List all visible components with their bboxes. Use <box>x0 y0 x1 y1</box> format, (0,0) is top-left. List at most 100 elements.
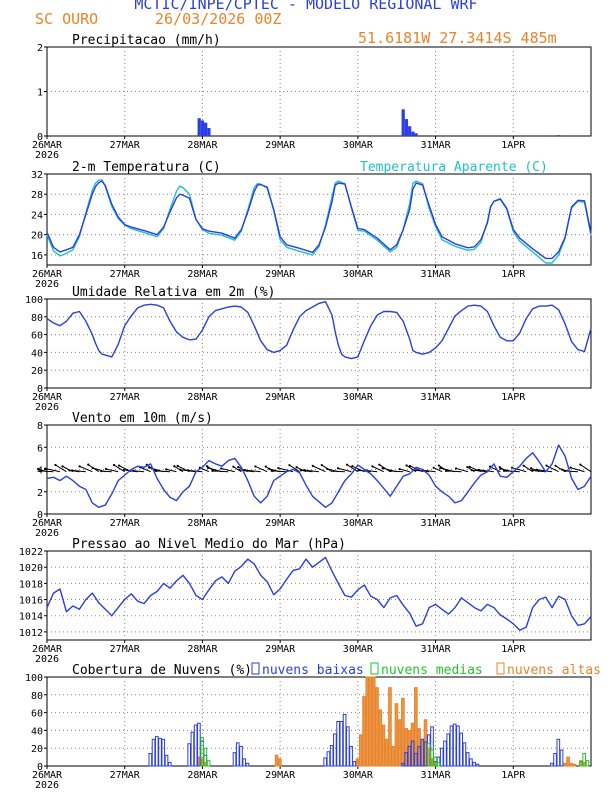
low-cloud-bar <box>472 761 476 767</box>
temperature-title: 2-m Temperatura (C) <box>72 160 221 175</box>
pressure-panel <box>44 550 592 643</box>
wind-vector-head <box>268 467 271 470</box>
wind-xtick-label: 28MAR <box>187 518 218 529</box>
wind-vector-head <box>336 467 340 470</box>
low-cloud-bar <box>553 753 557 767</box>
wind-vector-head <box>408 464 412 468</box>
precip-xtick-label: 28MAR <box>187 140 218 151</box>
humidity-ytick-label: 60 <box>31 331 43 342</box>
wind-vector <box>312 465 326 473</box>
wind-vector <box>300 469 313 473</box>
low-cloud-bar <box>158 737 162 767</box>
wind-vector <box>289 464 300 473</box>
pressure-xtick-label: 31MAR <box>421 644 452 655</box>
precip-bar <box>408 126 412 136</box>
low-cloud-bar <box>465 752 470 767</box>
precip-title: Precipitacao (mm/h) <box>72 33 221 48</box>
wind-vector-head <box>437 464 441 467</box>
precip-bar <box>204 122 208 136</box>
temperature-xtick-label: 31MAR <box>421 269 452 280</box>
precip-xtick-label: 29MAR <box>265 140 296 151</box>
wind-vector-head <box>122 468 126 472</box>
humidity-ytick-label: 80 <box>31 313 43 324</box>
low-cloud-bar <box>245 762 250 767</box>
wind-vector <box>166 468 177 473</box>
wind-vector <box>478 469 494 473</box>
high-cloud-bar <box>375 687 379 767</box>
mid-cloud-bar <box>433 756 438 767</box>
wind-vector-head <box>211 469 214 472</box>
wind-xtick-label: 30MAR <box>343 518 374 529</box>
humidity-ytick-label: 100 <box>25 295 43 306</box>
wind-vector <box>358 469 371 473</box>
clouds-ytick-label: 60 <box>31 709 43 720</box>
wind-vector <box>372 465 384 473</box>
wind-vector-head <box>237 466 240 469</box>
humidity-title: Umidade Relativa em 2m (%) <box>72 285 276 300</box>
low-cloud-bar <box>550 762 554 767</box>
wind-vector-head <box>264 465 267 468</box>
cloud-legend-swatch <box>251 662 260 675</box>
high-cloud-bar <box>384 738 389 767</box>
low-cloud-bar <box>456 725 460 767</box>
low-cloud-bar <box>164 754 169 767</box>
wind-vector-head <box>187 469 190 472</box>
wind-vector <box>337 467 352 473</box>
wind-vector-head <box>148 466 151 469</box>
low-cloud-bar <box>190 731 195 767</box>
wind-vector-head <box>569 466 572 469</box>
low-cloud-bar <box>420 738 425 767</box>
wind-vector <box>40 470 54 473</box>
wind-ytick-label: 8 <box>37 421 43 432</box>
mid-cloud-bar <box>200 737 204 767</box>
wind-vector-head <box>381 467 384 470</box>
temperature-series-line-1 <box>46 179 592 264</box>
wind-vector-head <box>205 465 209 468</box>
low-cloud-bar <box>151 738 156 767</box>
low-cloud-bar <box>469 758 473 767</box>
wind-vector-head <box>299 469 303 472</box>
wind-vector-head <box>444 469 448 472</box>
clouds-ytick-label: 100 <box>25 673 43 684</box>
wind-vector <box>511 467 527 473</box>
low-cloud-bar <box>446 733 451 767</box>
low-cloud-bar <box>187 743 191 767</box>
precip-bar <box>200 120 205 136</box>
wind-vector-head <box>61 465 64 468</box>
precip-xtick-label: 27MAR <box>110 140 141 151</box>
wind-vector-head <box>351 465 354 468</box>
wind-vector-head <box>357 469 360 472</box>
humidity-xtick-label: 26MAR <box>32 392 63 403</box>
mid-cloud-bar <box>436 761 441 767</box>
precip-xtick-label: 1APR <box>501 140 526 151</box>
wind-vector-head <box>220 467 223 470</box>
wind-vector <box>546 465 559 473</box>
wind-vector <box>79 465 93 473</box>
high-cloud-bar <box>362 696 366 767</box>
wind-vector-head <box>345 463 349 466</box>
low-cloud-bar <box>352 761 357 767</box>
clouds-title: Cobertura de Nuvens (%) <box>72 663 252 678</box>
temperature-xtick-label: 27MAR <box>110 269 141 280</box>
precip-bar <box>411 131 415 136</box>
wind-vector-head <box>499 467 502 470</box>
wind-vector-head <box>288 464 291 467</box>
wind-vector-head <box>554 464 557 467</box>
clouds-ytick-label: 20 <box>31 744 43 755</box>
temperature-series-line-0 <box>46 180 592 260</box>
wind-vector-head <box>176 464 179 467</box>
wind-vector-head <box>378 463 381 466</box>
clouds-panel <box>44 662 592 769</box>
humidity-panel <box>44 298 592 391</box>
high-cloud-bar <box>378 709 383 767</box>
cloud-legend-label: nuvens altas <box>507 663 601 678</box>
wind-ytick-label: 6 <box>37 443 43 454</box>
temperature-xtick-label: 29MAR <box>265 269 296 280</box>
wind-xtick-label: 1APR <box>501 518 526 529</box>
low-cloud-bar <box>439 747 444 767</box>
high-cloud-bar <box>365 676 370 767</box>
wind-vector-head <box>117 464 121 467</box>
clouds-xtick-label: 28MAR <box>187 770 218 781</box>
pressure-xtick-label: 27MAR <box>110 644 141 655</box>
wind-vector-head <box>535 468 538 471</box>
